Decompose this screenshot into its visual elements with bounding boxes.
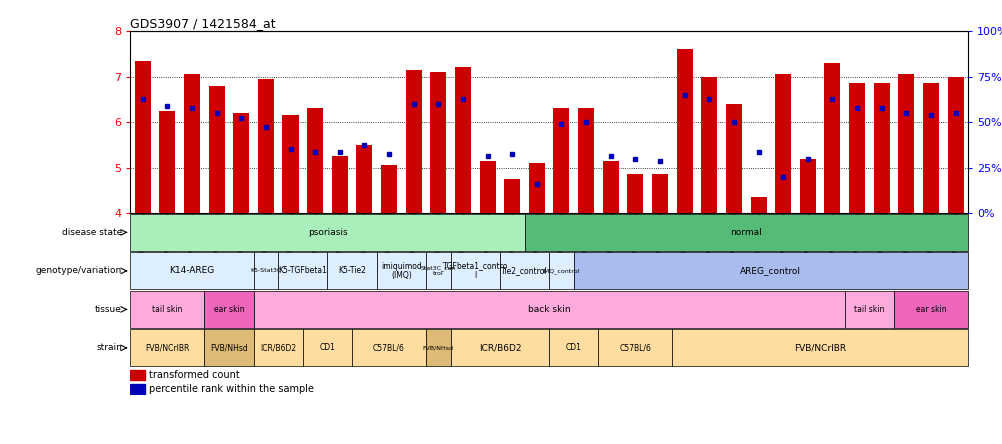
Text: Tie2_control: Tie2_control bbox=[501, 266, 547, 275]
Bar bbox=[893, 291, 967, 328]
Bar bbox=[405, 70, 421, 213]
Text: FVB/NHsd: FVB/NHsd bbox=[209, 343, 247, 353]
Bar bbox=[130, 384, 145, 394]
Bar bbox=[204, 329, 254, 366]
Bar bbox=[426, 252, 450, 289]
Bar bbox=[749, 197, 766, 213]
Bar bbox=[283, 115, 299, 213]
Bar bbox=[307, 108, 323, 213]
Bar bbox=[676, 49, 692, 213]
Bar bbox=[922, 83, 938, 213]
Bar bbox=[700, 76, 716, 213]
Bar bbox=[356, 145, 372, 213]
Bar bbox=[381, 165, 397, 213]
Bar bbox=[208, 86, 224, 213]
Bar bbox=[377, 252, 426, 289]
Bar bbox=[183, 74, 199, 213]
Text: tissue: tissue bbox=[95, 305, 122, 314]
Text: ICR/B6D2: ICR/B6D2 bbox=[260, 343, 296, 353]
Bar bbox=[130, 291, 204, 328]
Bar bbox=[130, 329, 204, 366]
Bar bbox=[598, 329, 671, 366]
Bar bbox=[499, 252, 549, 289]
Text: Stat3C_con
trol: Stat3C_con trol bbox=[420, 266, 456, 277]
Bar bbox=[278, 252, 327, 289]
Bar bbox=[204, 291, 254, 328]
Bar bbox=[426, 329, 450, 366]
Bar bbox=[254, 252, 278, 289]
Text: C57BL/6: C57BL/6 bbox=[373, 343, 405, 353]
Text: strain: strain bbox=[96, 343, 122, 353]
Bar bbox=[577, 108, 593, 213]
Bar bbox=[450, 329, 549, 366]
Text: TGFbeta1_contro
l: TGFbeta1_contro l bbox=[442, 262, 507, 280]
Bar bbox=[450, 252, 499, 289]
Bar bbox=[134, 61, 150, 213]
Text: ear skin: ear skin bbox=[915, 305, 945, 314]
Text: FVB/NCrIBR: FVB/NCrIBR bbox=[145, 343, 189, 353]
Bar bbox=[799, 159, 815, 213]
Text: normal: normal bbox=[729, 228, 762, 237]
Text: FVB/NHsd: FVB/NHsd bbox=[423, 345, 453, 350]
Text: imiquimod
(IMQ): imiquimod (IMQ) bbox=[381, 262, 421, 280]
Bar bbox=[130, 252, 254, 289]
Bar bbox=[524, 214, 967, 251]
Bar bbox=[549, 329, 598, 366]
Text: ear skin: ear skin bbox=[213, 305, 244, 314]
Text: genotype/variation: genotype/variation bbox=[36, 266, 122, 275]
Text: C57BL/6: C57BL/6 bbox=[619, 343, 650, 353]
Text: percentile rank within the sample: percentile rank within the sample bbox=[148, 384, 314, 394]
Bar bbox=[479, 161, 495, 213]
Text: IMQ_control: IMQ_control bbox=[542, 268, 579, 274]
Bar bbox=[352, 329, 426, 366]
Text: K14-AREG: K14-AREG bbox=[169, 266, 214, 275]
Bar bbox=[327, 252, 377, 289]
Bar bbox=[549, 252, 573, 289]
Text: tail skin: tail skin bbox=[854, 305, 884, 314]
Bar bbox=[258, 79, 274, 213]
Text: AREG_control: AREG_control bbox=[739, 266, 801, 275]
Text: disease state: disease state bbox=[62, 228, 122, 237]
Text: CD1: CD1 bbox=[320, 343, 335, 353]
Bar bbox=[130, 214, 524, 251]
Text: K5-Stat3C: K5-Stat3C bbox=[249, 268, 282, 274]
Text: back skin: back skin bbox=[527, 305, 570, 314]
Text: transformed count: transformed count bbox=[148, 370, 239, 380]
Text: FVB/NCrIBR: FVB/NCrIBR bbox=[794, 343, 846, 353]
Bar bbox=[130, 370, 145, 380]
Bar bbox=[430, 72, 446, 213]
Bar bbox=[528, 163, 544, 213]
Bar bbox=[553, 108, 569, 213]
Bar bbox=[254, 329, 303, 366]
Text: tail skin: tail skin bbox=[152, 305, 182, 314]
Bar bbox=[233, 113, 248, 213]
Bar bbox=[844, 291, 893, 328]
Text: psoriasis: psoriasis bbox=[308, 228, 347, 237]
Bar bbox=[455, 67, 471, 213]
Bar bbox=[898, 74, 914, 213]
Bar bbox=[332, 156, 348, 213]
Bar bbox=[873, 83, 889, 213]
Text: K5-Tie2: K5-Tie2 bbox=[338, 266, 366, 275]
Bar bbox=[602, 161, 618, 213]
Bar bbox=[775, 74, 791, 213]
Bar bbox=[573, 252, 967, 289]
Bar bbox=[159, 111, 175, 213]
Bar bbox=[504, 179, 520, 213]
Bar bbox=[824, 63, 840, 213]
Bar bbox=[626, 174, 642, 213]
Text: ICR/B6D2: ICR/B6D2 bbox=[478, 343, 521, 353]
Text: CD1: CD1 bbox=[565, 343, 581, 353]
Bar bbox=[849, 83, 864, 213]
Bar bbox=[671, 329, 967, 366]
Text: GDS3907 / 1421584_at: GDS3907 / 1421584_at bbox=[130, 17, 276, 30]
Bar bbox=[303, 329, 352, 366]
Bar bbox=[947, 76, 963, 213]
Bar bbox=[651, 174, 667, 213]
Bar bbox=[254, 291, 844, 328]
Bar bbox=[725, 104, 741, 213]
Text: K5-TGFbeta1: K5-TGFbeta1 bbox=[279, 266, 327, 275]
